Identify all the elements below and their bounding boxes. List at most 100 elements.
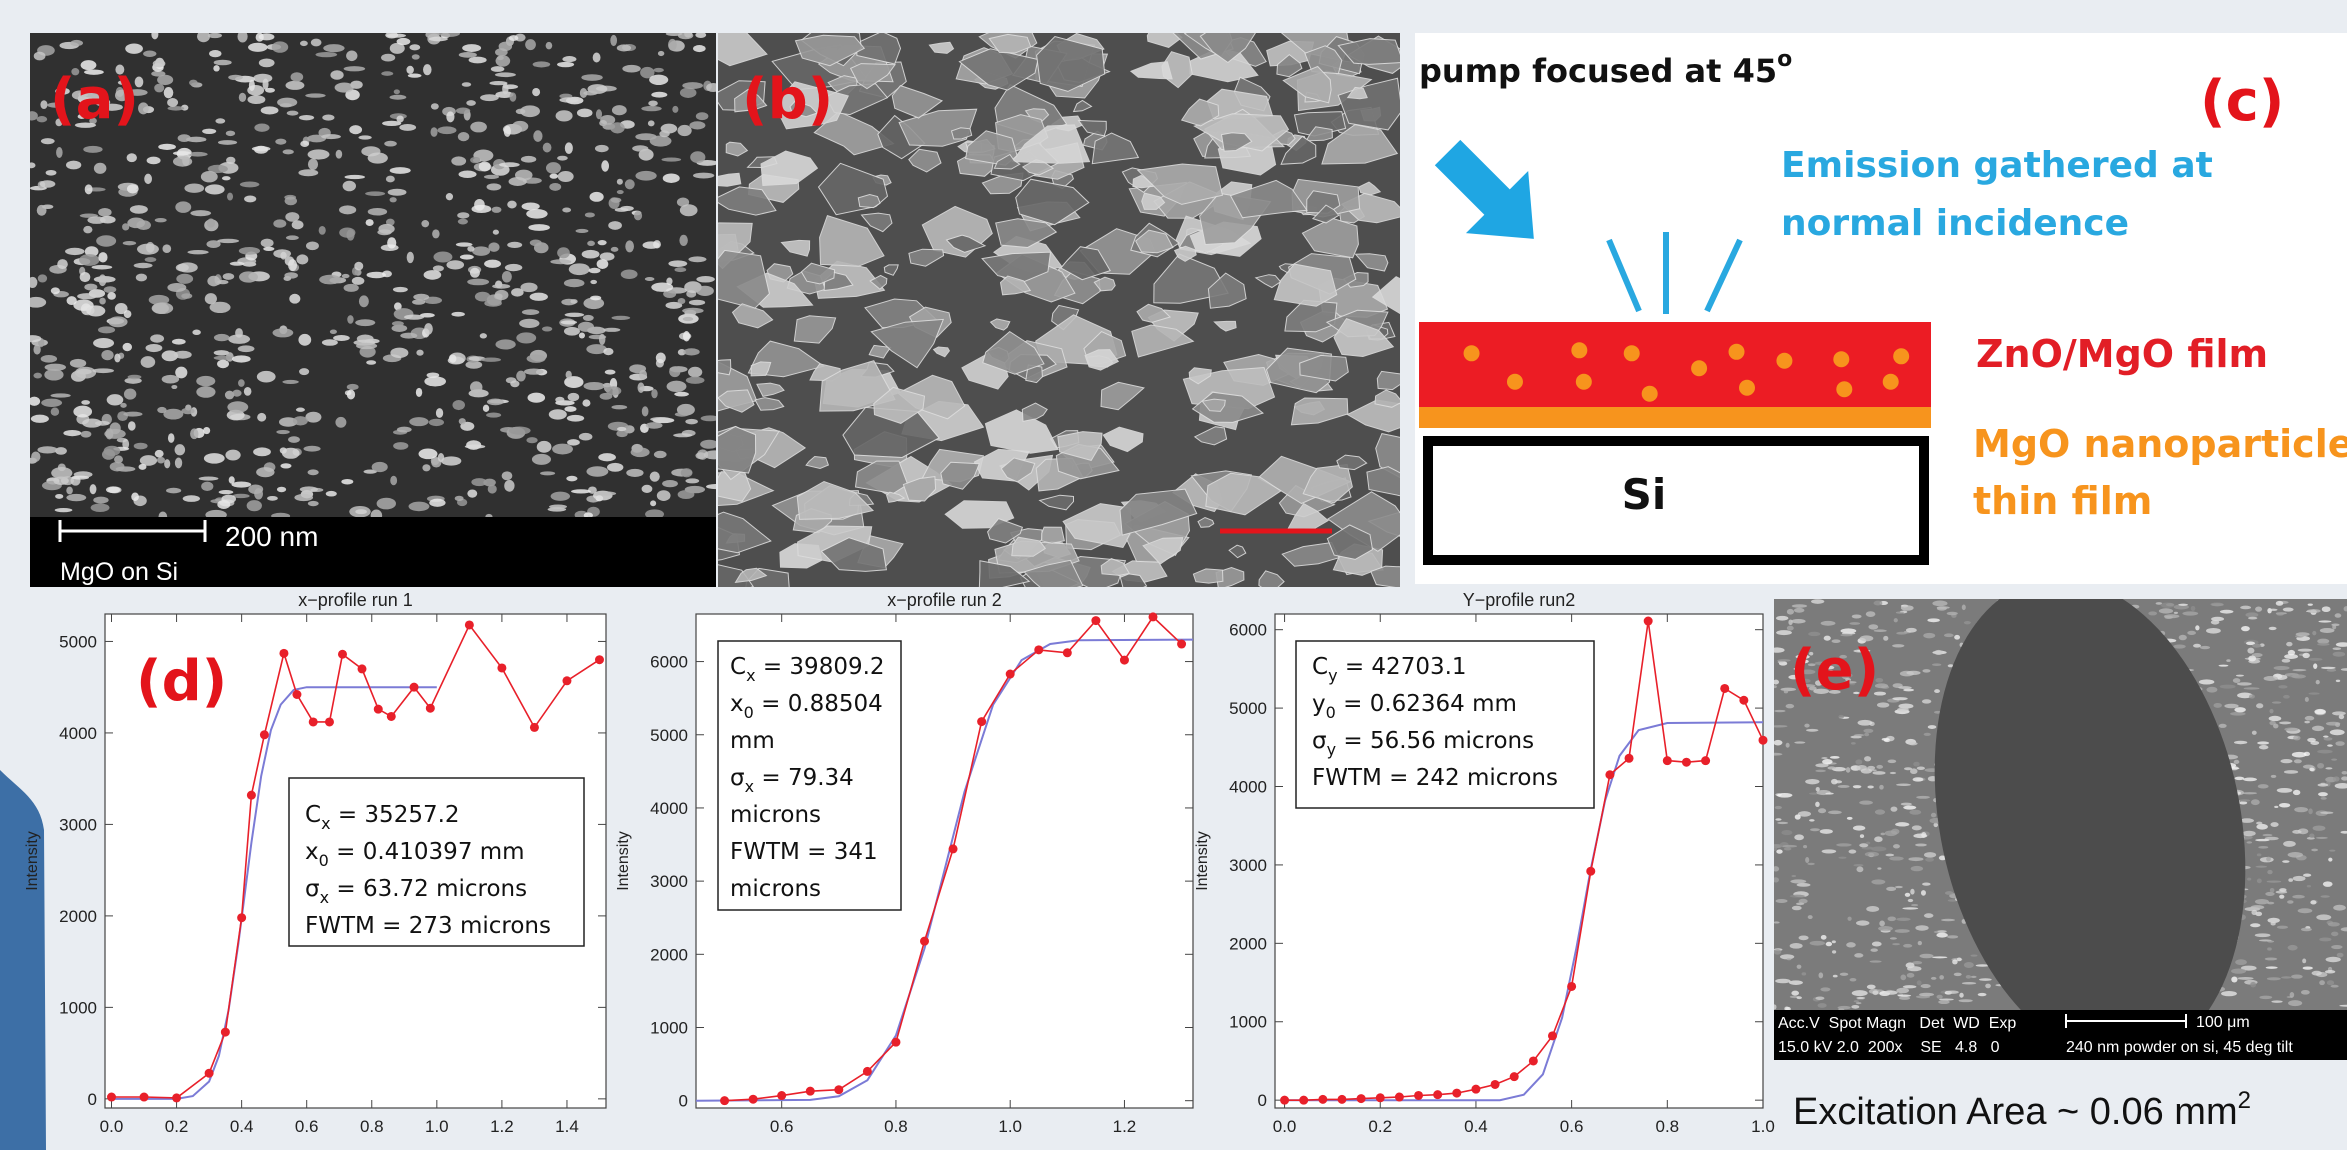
grain bbox=[641, 106, 661, 111]
y-axis-label: Intensity bbox=[1194, 831, 1211, 891]
grain bbox=[247, 95, 265, 104]
grain bbox=[679, 235, 687, 246]
fiber bbox=[2224, 704, 2238, 709]
data-point bbox=[1357, 1094, 1366, 1103]
fiber bbox=[1864, 733, 1869, 737]
fiber bbox=[2284, 770, 2298, 774]
fiber bbox=[2278, 685, 2287, 688]
fiber bbox=[2331, 932, 2338, 937]
fiber bbox=[1846, 767, 1851, 773]
grain bbox=[396, 115, 403, 122]
grain bbox=[91, 503, 110, 512]
grain bbox=[565, 142, 573, 154]
fiber bbox=[1905, 893, 1910, 897]
grain bbox=[626, 469, 643, 477]
annotation-rest: = 0.410397 mm bbox=[329, 839, 525, 865]
grain bbox=[261, 239, 274, 248]
data-point bbox=[292, 690, 301, 699]
layer-label: MgO nanoparticle bbox=[1973, 422, 2347, 466]
fiber bbox=[1866, 842, 1870, 845]
y-tick-label: 2000 bbox=[1229, 934, 1267, 953]
grain bbox=[567, 415, 584, 422]
fiber bbox=[1781, 830, 1792, 835]
fiber bbox=[2327, 980, 2334, 985]
grain bbox=[672, 106, 678, 113]
fiber bbox=[1890, 937, 1897, 939]
fiber bbox=[1859, 800, 1873, 804]
data-point bbox=[172, 1093, 181, 1102]
grain bbox=[253, 74, 272, 83]
grain bbox=[93, 497, 108, 504]
grain bbox=[693, 45, 706, 52]
fiber bbox=[1825, 793, 1834, 795]
crystal bbox=[1042, 527, 1065, 543]
grain bbox=[390, 95, 407, 100]
fiber bbox=[1776, 899, 1788, 903]
grain bbox=[492, 284, 510, 289]
fiber bbox=[1874, 601, 1883, 606]
grain bbox=[235, 328, 243, 338]
fiber bbox=[2240, 606, 2251, 610]
fiber bbox=[2258, 784, 2269, 788]
grain bbox=[96, 235, 116, 247]
fiber bbox=[1879, 785, 1884, 790]
grain bbox=[50, 393, 70, 397]
fiber bbox=[1886, 887, 1896, 891]
grain bbox=[298, 334, 311, 346]
grain bbox=[595, 491, 616, 495]
fiber bbox=[1939, 975, 1944, 980]
fiber bbox=[1790, 895, 1805, 898]
fiber bbox=[1863, 729, 1873, 733]
panel-label: (b) bbox=[742, 67, 833, 132]
fiber bbox=[2280, 759, 2292, 763]
grain bbox=[532, 454, 551, 465]
fiber bbox=[2161, 602, 2175, 607]
fiber bbox=[2319, 937, 2331, 941]
fiber bbox=[1913, 777, 1924, 781]
fiber bbox=[1920, 954, 1934, 959]
grain bbox=[190, 428, 198, 439]
grain bbox=[123, 241, 137, 245]
fiber bbox=[2245, 612, 2258, 617]
grain bbox=[404, 315, 424, 320]
fiber bbox=[1962, 605, 1966, 611]
grain bbox=[122, 223, 129, 230]
fiber bbox=[2265, 892, 2274, 896]
grain bbox=[532, 88, 540, 96]
grain bbox=[347, 315, 353, 324]
fiber bbox=[2243, 778, 2257, 782]
fiber bbox=[1897, 708, 1909, 712]
data-point bbox=[1177, 640, 1186, 649]
fiber bbox=[2293, 790, 2300, 795]
fiber bbox=[1947, 612, 1958, 615]
fiber bbox=[1941, 919, 1955, 921]
grain bbox=[409, 417, 428, 426]
grain bbox=[183, 495, 200, 502]
fiber bbox=[1822, 849, 1837, 853]
fiber bbox=[2279, 721, 2291, 724]
grain bbox=[282, 448, 300, 459]
fiber bbox=[2206, 628, 2221, 634]
fiber bbox=[1865, 852, 1879, 857]
fiber bbox=[1797, 883, 1811, 887]
grain bbox=[585, 212, 595, 217]
grain bbox=[495, 290, 509, 300]
grain bbox=[355, 319, 375, 326]
grain bbox=[223, 273, 235, 280]
fiber bbox=[1872, 941, 1882, 946]
grain bbox=[280, 463, 291, 468]
grain bbox=[257, 371, 276, 383]
grain bbox=[90, 484, 97, 494]
grain bbox=[41, 399, 62, 407]
fiber bbox=[1784, 690, 1788, 694]
grain bbox=[542, 326, 552, 331]
grain bbox=[217, 500, 230, 509]
area-text: Excitation Area ~ 0.06 mm bbox=[1793, 1091, 2238, 1133]
x-tick-label: 0.4 bbox=[230, 1117, 254, 1136]
grain bbox=[451, 156, 466, 165]
grain bbox=[99, 298, 106, 305]
grain bbox=[299, 368, 309, 375]
grain bbox=[346, 50, 357, 61]
annotation-line: FWTM = 341 bbox=[730, 839, 878, 865]
fiber bbox=[2302, 959, 2306, 964]
